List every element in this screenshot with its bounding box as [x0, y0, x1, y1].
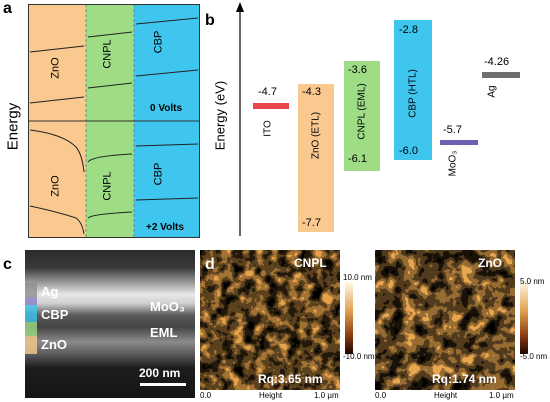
band-line — [135, 69, 199, 77]
afm-cnpl-x-end: 1.0 µm — [314, 391, 339, 400]
ag-top-value: -4.26 — [484, 56, 510, 68]
zno-top-value: -4.3 — [302, 86, 321, 98]
layer-label-zno-top: ZnO — [49, 57, 62, 79]
band-line — [29, 45, 85, 53]
ito-level — [253, 103, 289, 109]
tem-label-zno: ZnO — [41, 337, 67, 352]
layer-label-cbp-bottom: CBP — [152, 162, 165, 186]
band-line — [87, 153, 133, 163]
cross-section-tem-image — [25, 250, 195, 398]
afm-zno-x-end: 1.0 µm — [489, 391, 514, 400]
tem-label-eml: EML — [150, 325, 178, 340]
panel-b-letter: b — [205, 12, 215, 29]
afm-image-cnpl — [200, 250, 340, 390]
cbp-htl-bar — [394, 20, 432, 160]
band-line — [87, 31, 133, 38]
tem-label-cbp: CBP — [41, 307, 69, 322]
panel-b-ylabel: Energy (eV) — [212, 80, 228, 151]
band-line — [87, 211, 133, 219]
colorbar-cnpl — [345, 282, 353, 354]
colorbar-zno — [520, 282, 528, 354]
band-line — [29, 129, 85, 173]
cnpl-bottom-value: -6.1 — [348, 153, 367, 165]
afm-title-zno: ZnO — [478, 256, 502, 270]
panel-a-band-diagram — [28, 4, 200, 238]
ito-top-value: -4.7 — [258, 86, 277, 98]
afm-zno-x-label: Height — [434, 391, 458, 400]
band-line — [135, 197, 199, 201]
colorbar-zno-max: 5.0 nm — [520, 277, 545, 286]
scale-bar — [140, 383, 186, 386]
afm-zno-x-start: 0.0 — [375, 391, 387, 400]
moo3-level — [440, 140, 478, 145]
cbp-bottom-value: -6.0 — [399, 145, 418, 157]
ag-swatch — [25, 283, 37, 297]
cbp-swatch — [25, 305, 37, 322]
cbp-label: CBP (HTL) — [407, 69, 419, 118]
panel-a-ylabel: Energy — [4, 102, 22, 151]
layer-label-zno-bottom: ZnO — [49, 175, 62, 197]
cbp-top-value: -2.8 — [399, 24, 418, 36]
scale-bar-label: 200 nm — [139, 366, 181, 380]
layer-label-cnpl-bottom: CNPL — [101, 171, 114, 201]
band-line — [29, 96, 85, 104]
colorbar-zno-min: -5.0 nm — [520, 352, 548, 361]
zno-swatch — [25, 336, 37, 354]
band-line — [87, 82, 133, 89]
cnpl-label: CNPL (EML) — [356, 83, 368, 140]
panel-d-letter: d — [205, 256, 215, 273]
cnpl-eml-bar — [344, 61, 380, 171]
afm-title-cnpl: CNPL — [294, 256, 327, 270]
afm-rq-zno: Rq:1.74 nm — [432, 372, 497, 386]
zno-etl-bar — [298, 84, 334, 232]
moo3-swatch — [25, 297, 37, 305]
band-line — [135, 143, 199, 147]
layer-label-cnpl-top: CNPL — [101, 39, 114, 69]
afm-image-zno — [375, 250, 515, 390]
afm-rq-cnpl: Rq:3.65 nm — [258, 372, 323, 386]
ag-level — [482, 72, 520, 78]
energy-axis — [236, 2, 244, 236]
condition-label-top: 0 Volts — [150, 103, 183, 114]
colorbar-cnpl-min: -10.0 nm — [343, 352, 375, 361]
zno-bottom-value: -7.7 — [302, 217, 321, 229]
layer-label-cbp-top: CBP — [152, 30, 165, 54]
ito-label: ITO — [262, 120, 274, 137]
band-line — [135, 17, 199, 25]
band-line — [29, 205, 85, 235]
tem-label-ag: Ag — [41, 284, 59, 299]
condition-label-bottom: +2 Volts — [146, 222, 184, 233]
tem-label-moo3: MoO₃ — [150, 299, 185, 314]
moo3-top-value: -5.7 — [443, 124, 462, 136]
ag-label: Ag — [486, 85, 498, 98]
panel-c-letter: c — [3, 256, 12, 273]
afm-cnpl-x-start: 0.0 — [200, 391, 212, 400]
panel-a-letter: a — [3, 0, 12, 17]
colorbar-cnpl-max: 10.0 nm — [343, 273, 372, 282]
moo3-label: MoO₃ — [447, 150, 459, 177]
eml-swatch — [25, 322, 37, 336]
afm-cnpl-x-label: Height — [259, 391, 283, 400]
cnpl-top-value: -3.6 — [348, 64, 367, 76]
zno-label: ZnO (ETL) — [310, 111, 322, 160]
